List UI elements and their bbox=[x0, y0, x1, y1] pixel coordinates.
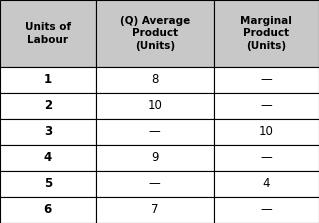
Bar bbox=[214, 67, 319, 93]
Text: 6: 6 bbox=[44, 204, 52, 217]
Bar bbox=[0, 67, 96, 93]
Bar bbox=[214, 119, 319, 145]
Text: 4: 4 bbox=[44, 151, 52, 164]
Text: —: — bbox=[149, 126, 160, 138]
Text: (Q) Average
Product
(Units): (Q) Average Product (Units) bbox=[120, 16, 190, 51]
Text: —: — bbox=[261, 151, 272, 164]
Text: —: — bbox=[261, 99, 272, 112]
Text: 9: 9 bbox=[151, 151, 159, 164]
Bar bbox=[96, 93, 214, 119]
Bar bbox=[0, 93, 96, 119]
Text: Units of
Labour: Units of Labour bbox=[25, 22, 71, 45]
Text: 10: 10 bbox=[259, 126, 274, 138]
Bar bbox=[96, 197, 214, 223]
Text: —: — bbox=[261, 204, 272, 217]
Bar bbox=[0, 145, 96, 171]
Text: 10: 10 bbox=[147, 99, 162, 112]
Bar bbox=[96, 119, 214, 145]
Text: 5: 5 bbox=[44, 178, 52, 190]
Bar bbox=[214, 0, 319, 67]
Bar bbox=[96, 0, 214, 67]
Bar bbox=[214, 93, 319, 119]
Text: 8: 8 bbox=[151, 73, 159, 86]
Bar bbox=[214, 145, 319, 171]
Bar bbox=[96, 145, 214, 171]
Text: —: — bbox=[261, 73, 272, 86]
Bar bbox=[96, 67, 214, 93]
Text: 1: 1 bbox=[44, 73, 52, 86]
Bar bbox=[0, 197, 96, 223]
Text: 2: 2 bbox=[44, 99, 52, 112]
Bar bbox=[0, 0, 96, 67]
Bar bbox=[96, 171, 214, 197]
Text: 3: 3 bbox=[44, 126, 52, 138]
Text: 7: 7 bbox=[151, 204, 159, 217]
Text: Marginal
Product
(Units): Marginal Product (Units) bbox=[241, 16, 292, 51]
Bar bbox=[214, 171, 319, 197]
Bar bbox=[0, 119, 96, 145]
Bar bbox=[214, 197, 319, 223]
Bar bbox=[0, 171, 96, 197]
Text: —: — bbox=[149, 178, 160, 190]
Text: 4: 4 bbox=[263, 178, 270, 190]
